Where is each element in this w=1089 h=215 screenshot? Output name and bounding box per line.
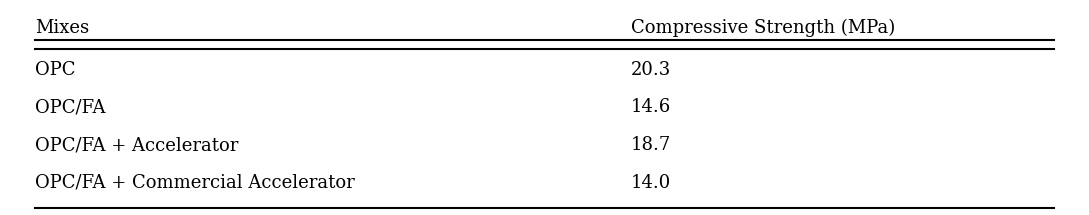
Text: 18.7: 18.7 — [632, 136, 672, 154]
Text: OPC/FA: OPC/FA — [35, 98, 106, 117]
Text: Mixes: Mixes — [35, 19, 89, 37]
Text: 14.6: 14.6 — [632, 98, 672, 117]
Text: Compressive Strength (MPa): Compressive Strength (MPa) — [632, 19, 895, 37]
Text: OPC/FA + Commercial Accelerator: OPC/FA + Commercial Accelerator — [35, 174, 355, 192]
Text: 20.3: 20.3 — [632, 61, 672, 79]
Text: OPC/FA + Accelerator: OPC/FA + Accelerator — [35, 136, 238, 154]
Text: OPC: OPC — [35, 61, 76, 79]
Text: 14.0: 14.0 — [632, 174, 672, 192]
